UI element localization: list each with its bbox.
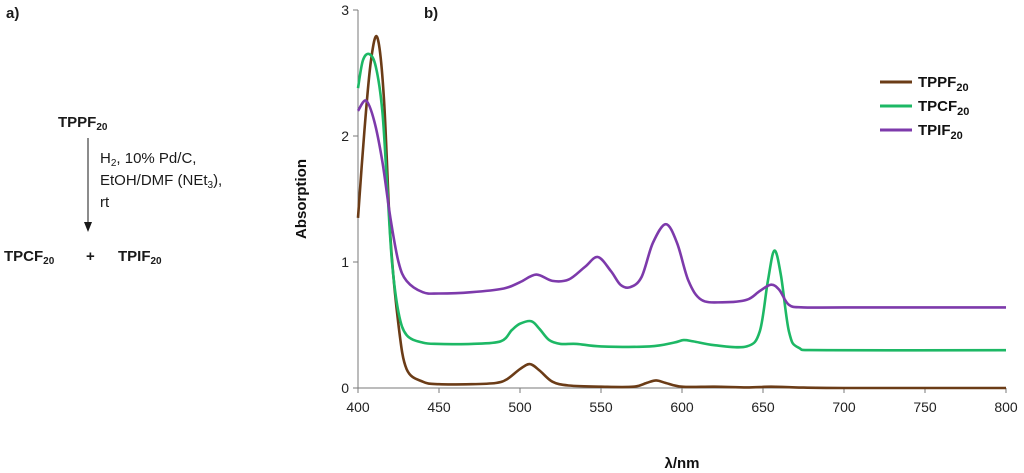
series-line-tpcf — [356, 52, 1007, 352]
x-tick-label: 400 — [346, 399, 370, 415]
y-tick-label: 1 — [341, 254, 349, 270]
legend-label: TPIF20 — [918, 122, 963, 142]
x-tick-label: 550 — [589, 399, 613, 415]
x-tick-label: 650 — [751, 399, 775, 415]
series-line-tppf — [356, 34, 1006, 390]
series-line-tpif — [356, 99, 1006, 309]
condition-line-1: H2, 10% Pd/C, — [100, 150, 197, 169]
y-axis-label: Absorption — [293, 159, 310, 239]
chart-panel-label: b) — [424, 5, 439, 22]
chart-legend: TPPF20 TPCF20 TPIF20 — [880, 74, 969, 142]
x-tick-label: 500 — [508, 399, 532, 415]
legend-label: TPPF20 — [918, 74, 969, 94]
legend-label: TPCF20 — [918, 98, 969, 118]
y-tick-label: 2 — [341, 128, 349, 144]
plus-sign: + — [86, 248, 95, 265]
reactant-label: TPPF20 — [58, 114, 108, 133]
y-tick-label: 3 — [341, 2, 349, 18]
y-tick-label: 0 — [341, 380, 349, 396]
x-tick-label: 700 — [832, 399, 856, 415]
reaction-arrow — [84, 138, 92, 232]
x-tick-label: 450 — [427, 399, 451, 415]
condition-line-3: rt — [100, 194, 110, 211]
x-axis-label: λ/nm — [664, 455, 699, 472]
product-2-label: TPIF20 — [118, 248, 162, 267]
product-1-label: TPCF20 — [4, 248, 55, 267]
x-tick-label: 800 — [994, 399, 1018, 415]
chart-curves — [356, 34, 1007, 390]
x-tick-label: 600 — [670, 399, 694, 415]
scheme-panel-label: a) — [6, 5, 20, 22]
condition-line-2: EtOH/DMF (NEt3), — [100, 172, 223, 191]
x-tick-label: 750 — [913, 399, 937, 415]
